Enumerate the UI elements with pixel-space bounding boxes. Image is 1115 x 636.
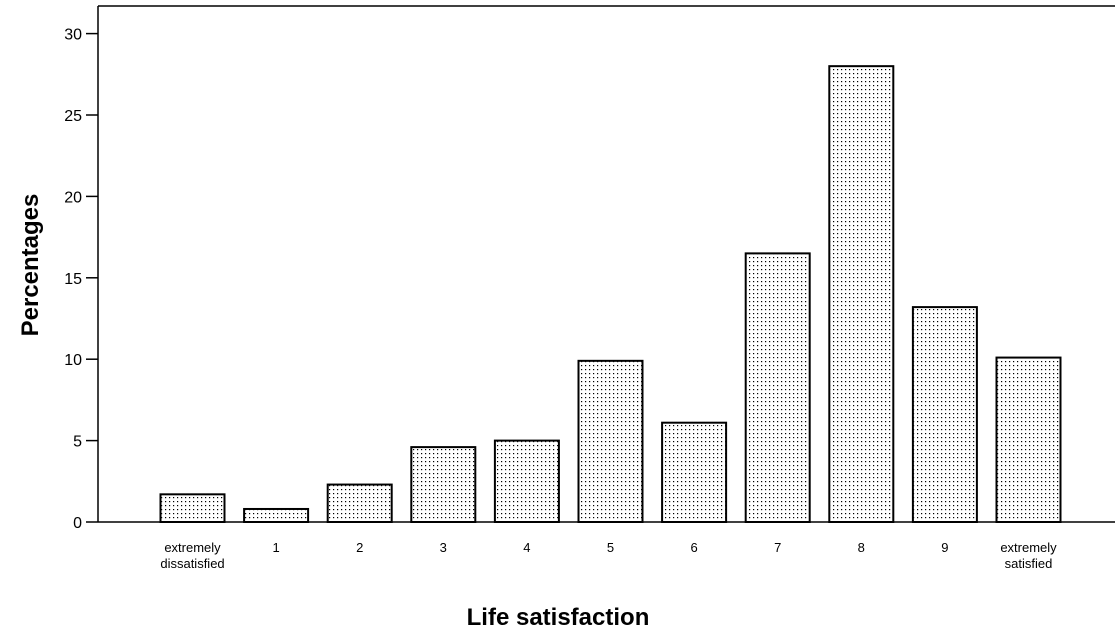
- y-tick-label: 5: [73, 434, 82, 451]
- y-tick-label: 30: [64, 27, 82, 44]
- bar: [577, 359, 644, 523]
- y-tick-label: 10: [64, 352, 82, 369]
- bar: [326, 483, 393, 523]
- labels: 0 5 10 15 20 25 30 extremely dissatisfied 1 2 3 4 5 6 7…: [64, 27, 1057, 571]
- y-tick-label: 25: [64, 108, 82, 125]
- bar: [911, 306, 978, 523]
- x-tick-label: 3: [440, 540, 447, 555]
- bar: [744, 252, 811, 523]
- bar: [828, 65, 895, 523]
- x-tick-label: extremely dissatisfied: [160, 540, 224, 571]
- y-tick-label: 20: [64, 189, 82, 206]
- y-axis-title: Percentages: [17, 194, 44, 337]
- x-tick-label: 5: [607, 540, 614, 555]
- x-axis-title: Life satisfaction: [467, 604, 650, 631]
- y-tick-label: 15: [64, 271, 82, 288]
- x-tick-label: 1: [272, 540, 279, 555]
- x-tick-label: 4: [523, 540, 530, 555]
- bar: [243, 507, 310, 524]
- x-tick-label: 2: [356, 540, 363, 555]
- x-tick-label: 7: [774, 540, 781, 555]
- bars: [159, 65, 1062, 524]
- bar: [159, 493, 226, 524]
- x-tick-label: 6: [690, 540, 697, 555]
- bar: [995, 356, 1062, 523]
- x-tick-label: extremely satisfied: [1000, 540, 1057, 571]
- x-tick-label: 8: [858, 540, 865, 555]
- bar: [493, 439, 560, 524]
- bar: [661, 421, 728, 523]
- y-tick-label: 0: [73, 515, 82, 532]
- bar: [410, 446, 477, 523]
- x-tick-label: 9: [941, 540, 948, 555]
